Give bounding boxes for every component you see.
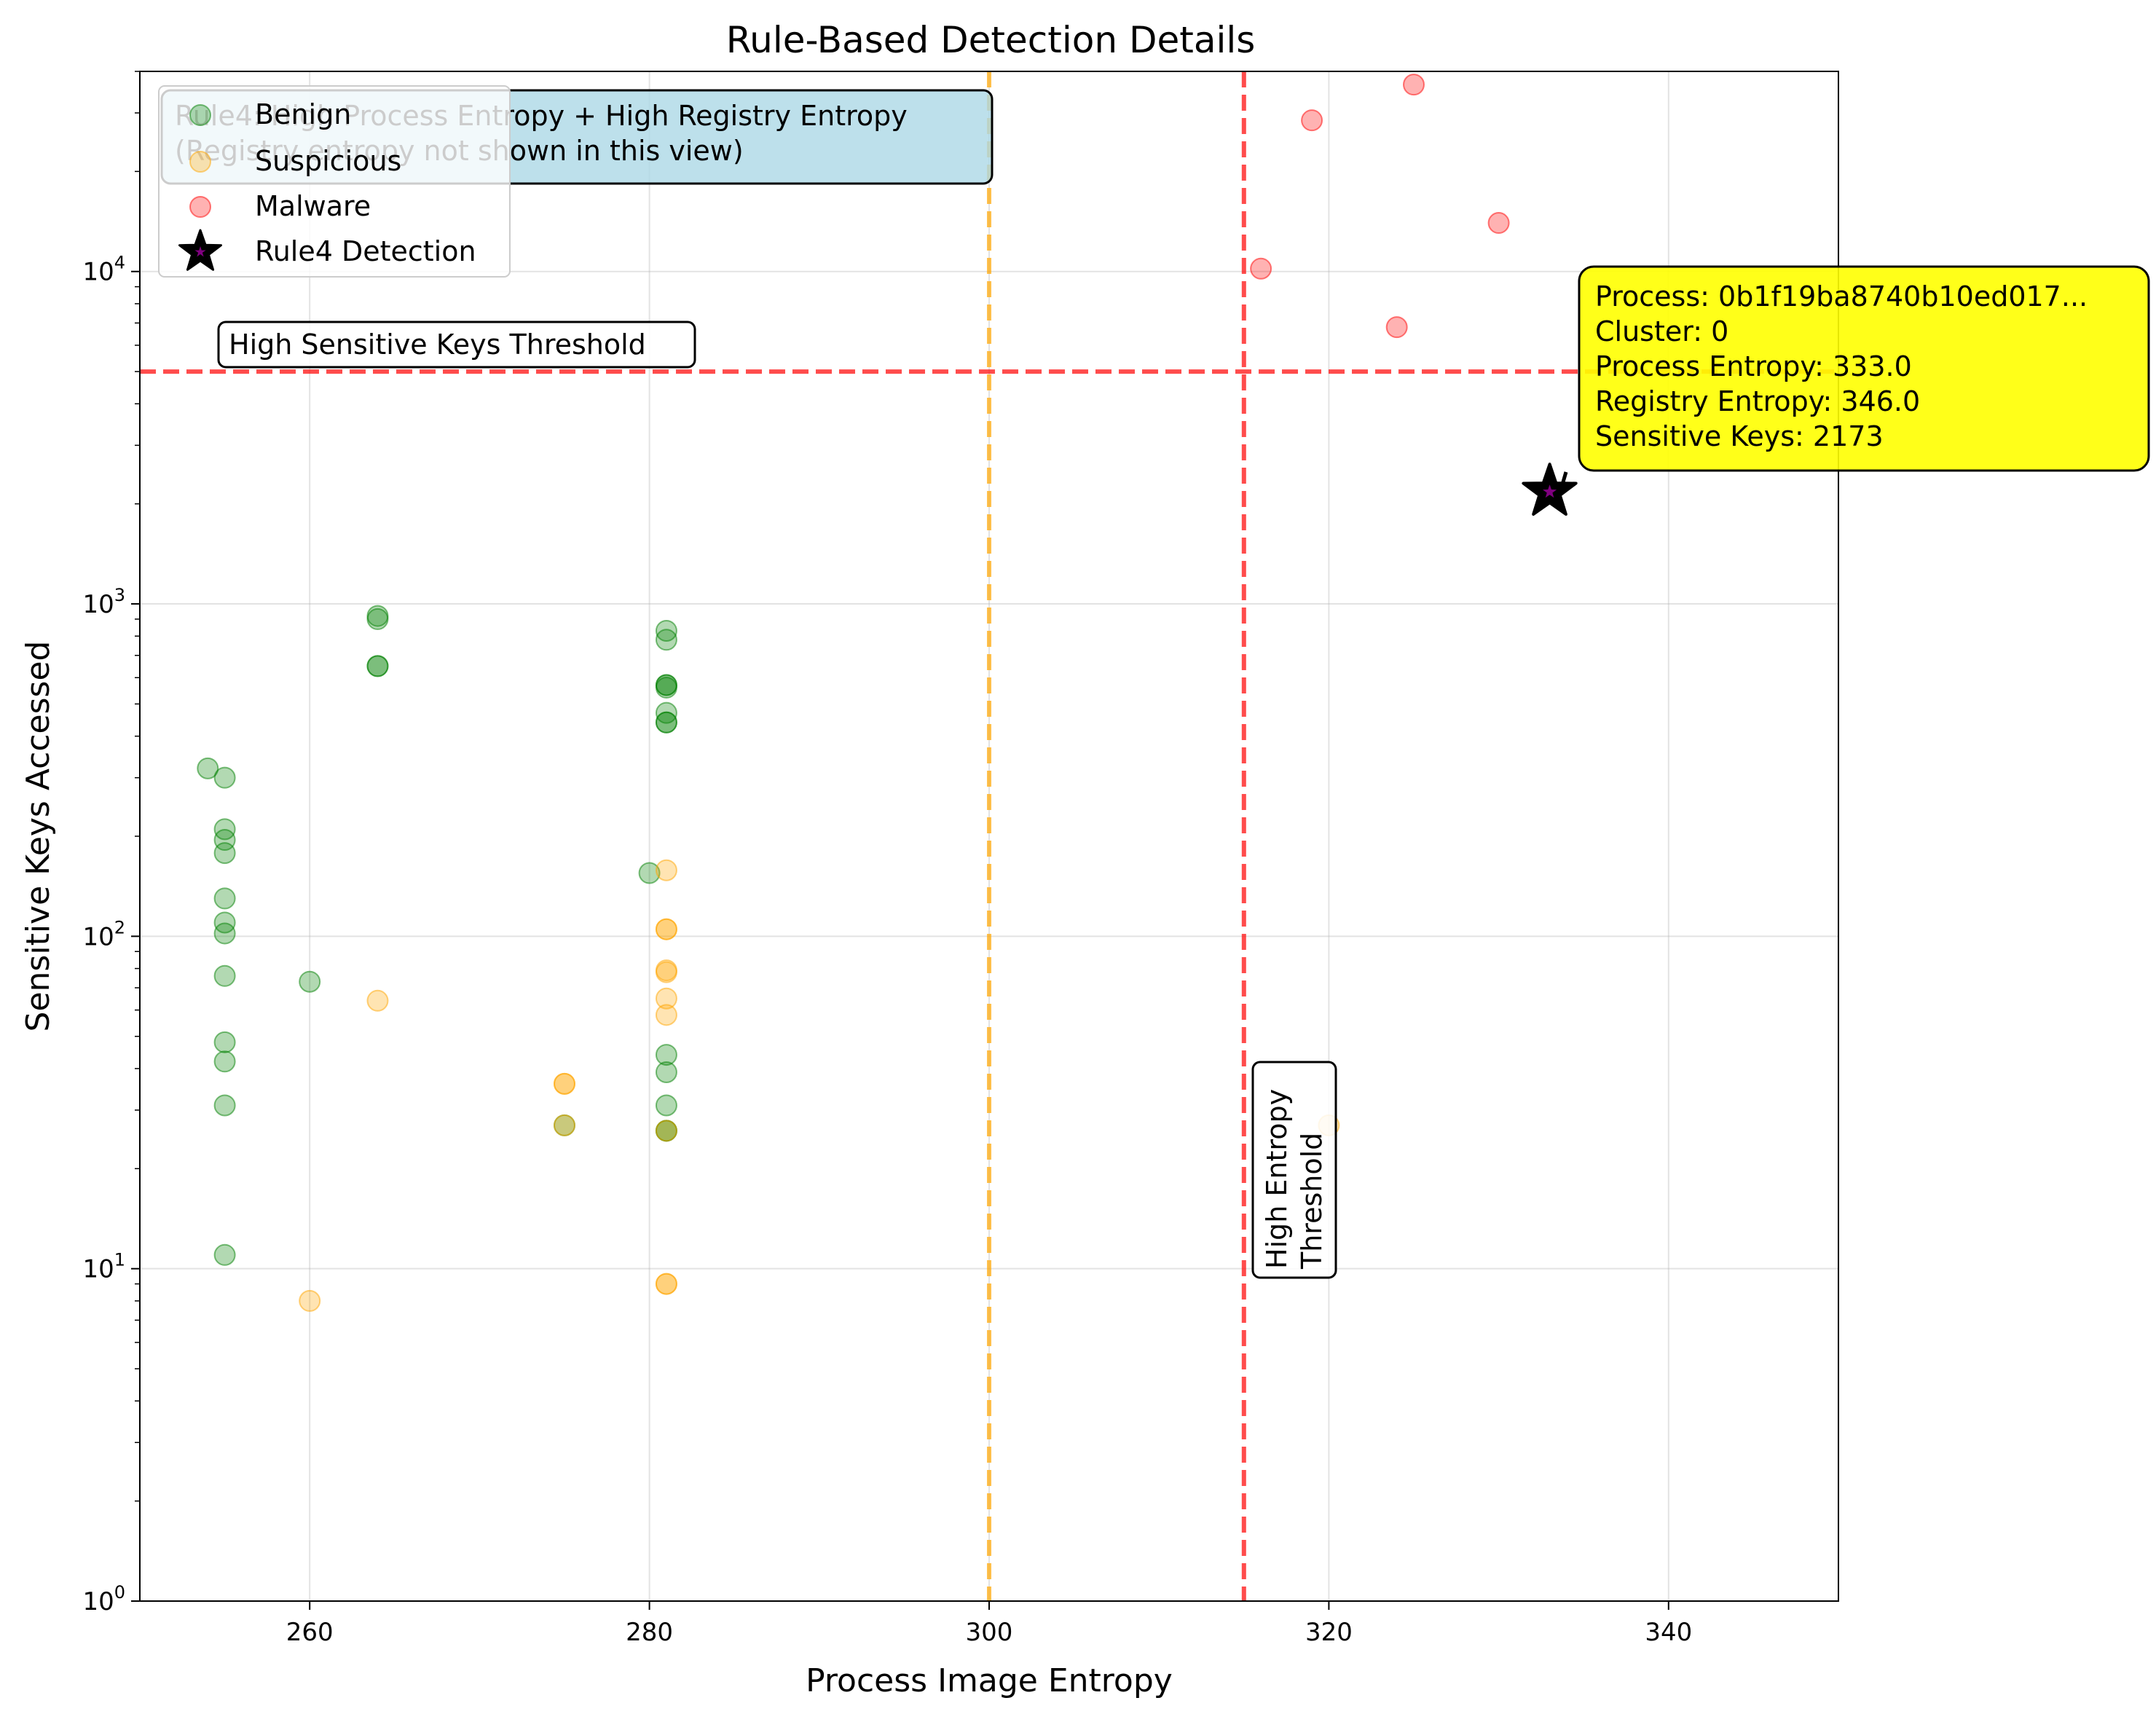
suspicious-point [655, 987, 677, 1010]
chart-title: Rule-Based Detection Details [726, 19, 1256, 61]
y-tick-label: 102 [82, 917, 125, 951]
detail-sensitive-keys: Sensitive Keys: 2173 [1595, 420, 1884, 452]
keys-threshold-label: High Sensitive Keys Threshold [217, 321, 696, 369]
legend-marker-benign [189, 104, 211, 126]
legend-label-malware: Malware [255, 190, 371, 222]
legend-marker-detection [178, 229, 222, 271]
benign-point [655, 619, 677, 642]
benign-point [197, 757, 219, 779]
entropy-threshold-line-1: High Entropy [1261, 1089, 1293, 1269]
x-tick-label: 320 [1305, 1618, 1353, 1647]
legend-label-suspicious: Suspicious [255, 145, 401, 177]
suspicious-point [655, 1004, 677, 1026]
suspicious-point [366, 989, 389, 1012]
keys-threshold-text: High Sensitive Keys Threshold [229, 329, 646, 361]
suspicious-point [554, 1072, 575, 1095]
x-tick-label: 280 [626, 1618, 673, 1647]
suspicious-point [655, 859, 677, 881]
detail-arrow [1561, 471, 1568, 484]
benign-point [213, 1094, 236, 1117]
detail-annotation: Process: 0b1f19ba8740b10ed017... Cluster… [1578, 265, 2150, 472]
entropy-threshold-label: High Entropy Threshold [1251, 1061, 1337, 1279]
detail-annotation-box [1578, 265, 2150, 472]
detail-cluster: Cluster: 0 [1595, 315, 1728, 347]
malware-point [1403, 74, 1425, 96]
benign-point [655, 1044, 677, 1066]
benign-point [213, 1050, 236, 1073]
benign-point [213, 964, 236, 987]
y-tick-label: 103 [82, 585, 125, 619]
benign-point [655, 676, 677, 699]
legend-marker-malware [189, 196, 211, 218]
benign-point [213, 887, 236, 910]
legend: Benign Suspicious Malware Rule4 Detectio… [158, 85, 511, 278]
suspicious-point [655, 1120, 677, 1142]
suspicious-point [655, 918, 677, 940]
y-tick-label: 100 [82, 1582, 125, 1616]
y-tick-label: 104 [82, 253, 125, 287]
benign-point [638, 862, 661, 884]
detection-layer [1522, 463, 1578, 516]
x-tick-label: 260 [286, 1618, 334, 1647]
legend-box [158, 85, 511, 278]
threshold-lines [140, 71, 1838, 1601]
x-axis-label: Process Image Entropy [806, 1662, 1173, 1699]
suspicious-point [655, 961, 677, 983]
data-points [197, 74, 1510, 1312]
detail-process: Process: 0b1f19ba8740b10ed017... [1595, 280, 2088, 312]
detail-registry-entropy: Registry Entropy: 346.0 [1595, 385, 1920, 417]
benign-point [366, 608, 389, 630]
y-tick-label: 101 [82, 1250, 125, 1284]
suspicious-point [655, 1273, 677, 1295]
x-tick-label: 300 [966, 1618, 1013, 1647]
malware-point [1301, 109, 1323, 132]
benign-point [213, 1031, 236, 1053]
y-axis-label: Sensitive Keys Accessed [20, 641, 57, 1032]
keys-threshold-box [217, 321, 696, 369]
legend-star-inner [194, 246, 206, 257]
entropy-threshold-line-2: Threshold [1296, 1133, 1328, 1270]
y-axis-ticks: 100 101 102 103 104 [82, 71, 140, 1616]
legend-marker-suspicious [189, 151, 211, 173]
detail-process-entropy: Process Entropy: 333.0 [1595, 350, 1912, 382]
benign-point [655, 1061, 677, 1083]
detection-star-center [1543, 484, 1557, 498]
legend-label-benign: Benign [255, 98, 351, 130]
benign-point [655, 711, 677, 734]
benign-point [213, 766, 236, 789]
benign-point [299, 970, 321, 993]
benign-point [655, 629, 677, 651]
legend-label-detection: Rule4 Detection [255, 235, 476, 267]
x-axis-ticks: 260 280 300 320 340 [286, 1601, 1692, 1647]
suspicious-point [299, 1289, 321, 1312]
malware-point [1250, 257, 1272, 280]
benign-point [213, 922, 236, 945]
benign-point [213, 842, 236, 865]
malware-point [1487, 212, 1510, 235]
entropy-threshold-box [1251, 1061, 1337, 1279]
benign-point [655, 1094, 677, 1117]
x-tick-label: 340 [1645, 1618, 1692, 1647]
malware-point [1385, 316, 1408, 339]
suspicious-point [554, 1114, 575, 1136]
benign-point [213, 1243, 236, 1266]
benign-point [366, 655, 389, 677]
